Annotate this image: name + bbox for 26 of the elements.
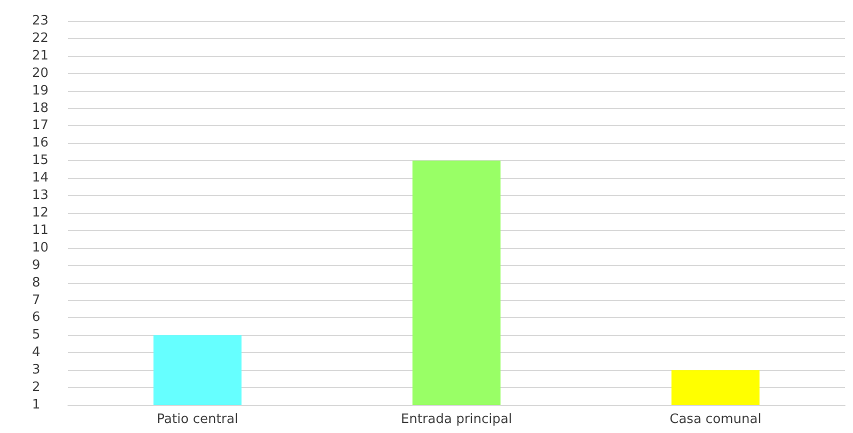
y-tick-label: 10 — [32, 240, 49, 256]
y-tick-label: 12 — [32, 206, 49, 220]
x-tick-label: Entrada principal — [400, 412, 512, 427]
y-tick-label: 20 — [32, 66, 49, 81]
y-tick-label: 16 — [32, 136, 49, 151]
y-tick-label: 7 — [32, 292, 40, 308]
y-tick-label: 4 — [32, 345, 40, 360]
y-tick-label: 11 — [32, 222, 49, 238]
y-tick-label: 8 — [32, 275, 40, 290]
y-tick-label: 21 — [32, 48, 49, 64]
y-tick-label: 13 — [32, 188, 49, 204]
y-tick-label: 18 — [32, 100, 49, 116]
y-tick-label: 9 — [32, 258, 40, 273]
y-tick-label: 19 — [32, 83, 49, 98]
y-tick-label: 3 — [32, 362, 40, 378]
y-tick-label: 15 — [32, 153, 49, 168]
y-tick-label: 6 — [32, 310, 40, 326]
y-tick-label: 1 — [32, 398, 40, 412]
y-tick-label: 14 — [32, 170, 49, 186]
y-tick-label: 2 — [32, 380, 40, 396]
x-tick-label: Casa comunal — [670, 412, 762, 427]
y-tick-label: 17 — [32, 118, 49, 134]
y-tick-label: 5 — [32, 328, 40, 343]
x-tick-label: Patio central — [156, 412, 238, 427]
y-tick-label: 23 — [32, 14, 49, 28]
y-tick-label: 22 — [32, 30, 49, 46]
